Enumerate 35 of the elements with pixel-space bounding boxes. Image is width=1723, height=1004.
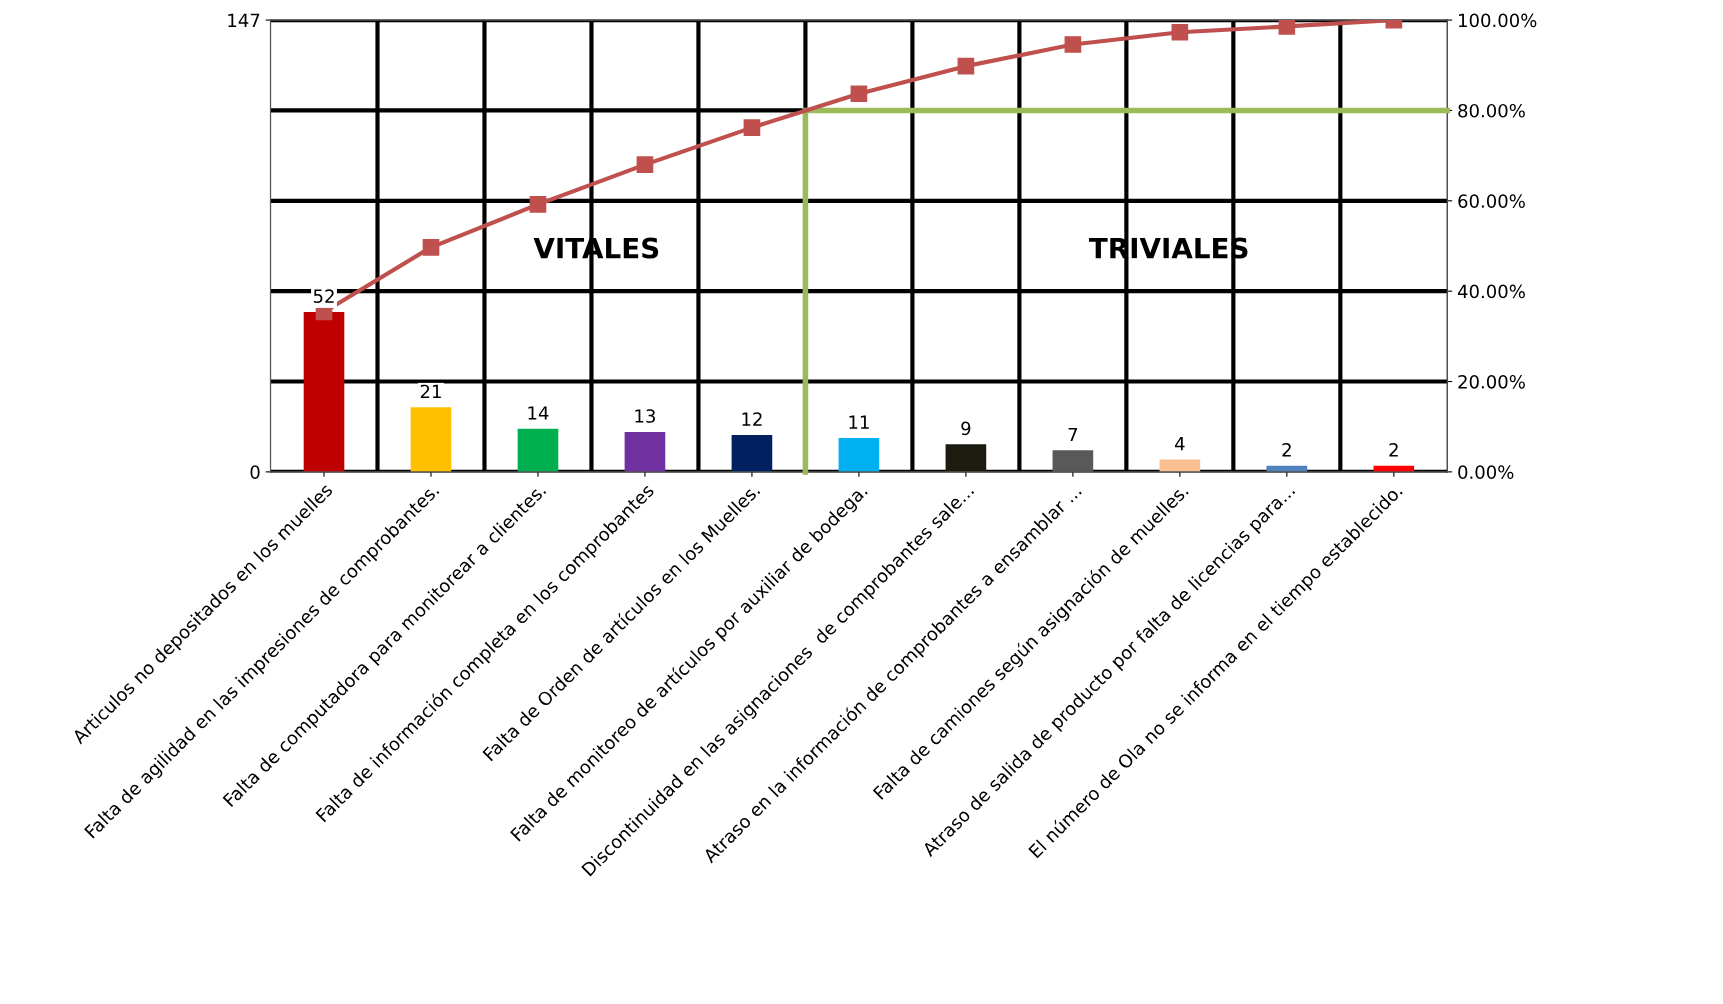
y-tick-label: 0 bbox=[250, 465, 260, 479]
data-label: 9 bbox=[961, 421, 971, 436]
bar bbox=[303, 312, 345, 472]
point bbox=[529, 196, 547, 213]
y2-tick-label: 0.00% bbox=[1458, 465, 1514, 479]
data-label: 2 bbox=[1389, 443, 1398, 457]
point bbox=[850, 85, 868, 103]
data-label: 14 bbox=[528, 406, 549, 420]
point bbox=[957, 57, 975, 75]
bar bbox=[517, 428, 559, 472]
bar bbox=[624, 431, 666, 472]
y-tick-label: 147 bbox=[228, 13, 260, 27]
data-label: 52 bbox=[313, 289, 334, 304]
data-label: 4 bbox=[1175, 437, 1185, 451]
data-label: 21 bbox=[420, 384, 441, 399]
point bbox=[1064, 36, 1082, 53]
data-label: 11 bbox=[849, 415, 869, 429]
point bbox=[422, 239, 440, 256]
y2-tick-label: 40.00% bbox=[1457, 284, 1525, 299]
data-label: 7 bbox=[1068, 427, 1078, 442]
bar bbox=[945, 444, 987, 472]
data-label: 13 bbox=[635, 409, 655, 423]
point bbox=[1171, 23, 1189, 41]
y2-tick-label: 60.00% bbox=[1458, 194, 1525, 208]
y2-tick-label: 20.00% bbox=[1458, 374, 1525, 389]
data-label: 12 bbox=[742, 412, 762, 426]
point bbox=[636, 156, 654, 173]
y2-tick-label: 80.00% bbox=[1458, 103, 1525, 118]
y2-tick-label: 100.00% bbox=[1459, 13, 1537, 28]
bar bbox=[410, 407, 452, 472]
point bbox=[743, 119, 761, 136]
bar bbox=[731, 435, 773, 472]
point bbox=[1278, 20, 1296, 35]
bar bbox=[838, 438, 880, 472]
data-label: 2 bbox=[1282, 443, 1291, 457]
